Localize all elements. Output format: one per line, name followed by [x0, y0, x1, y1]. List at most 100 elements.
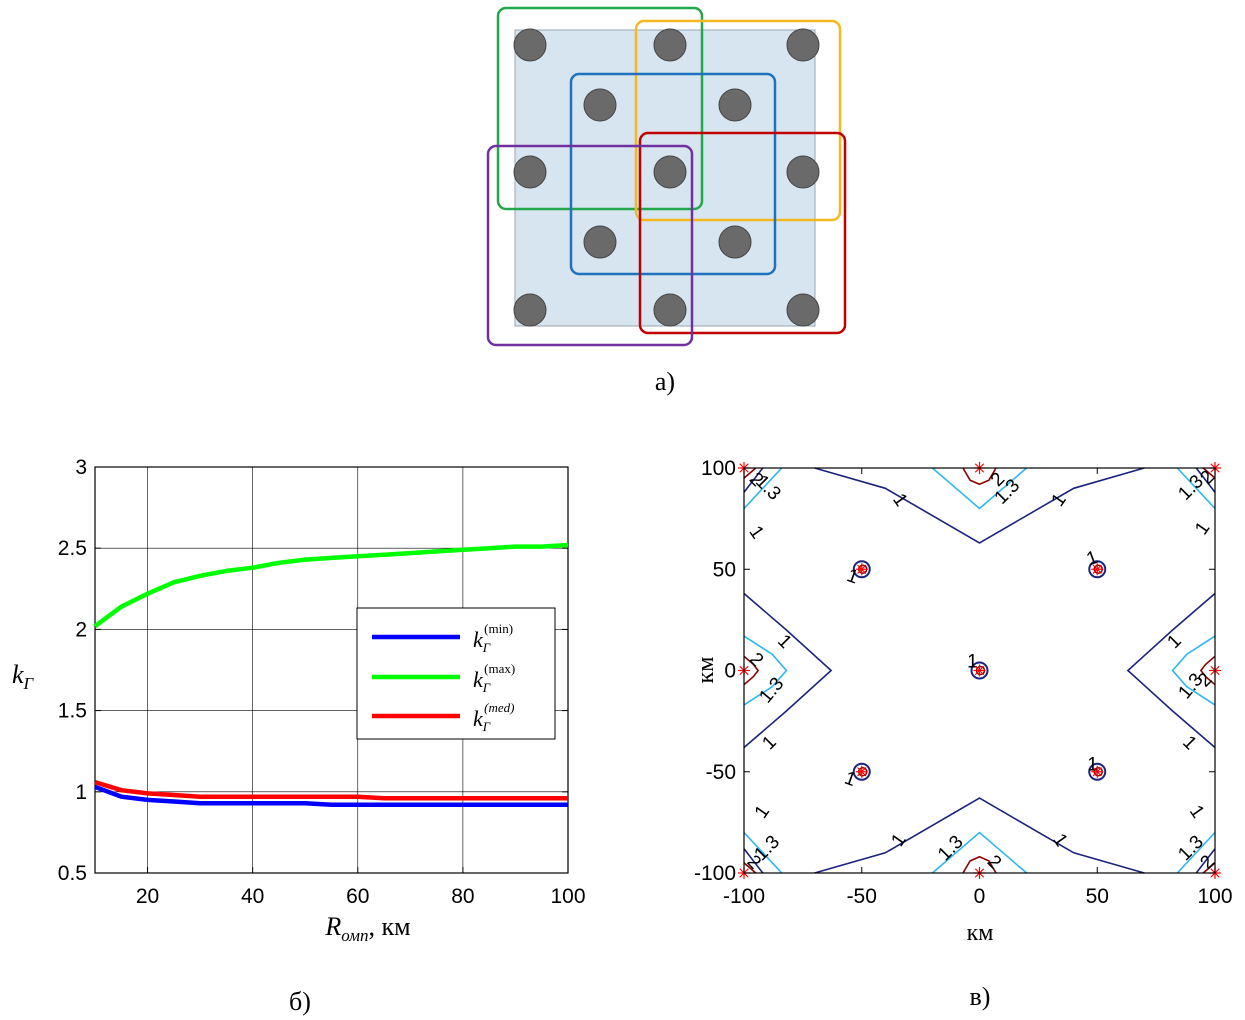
contour-1: [743, 467, 764, 493]
legend-label-min: kГ(min): [473, 621, 513, 655]
x-axis-label: км: [967, 920, 994, 946]
contour-label: 1: [745, 522, 768, 543]
contour-label: 1.3: [934, 832, 968, 866]
contour-1: [743, 592, 833, 749]
sensor-node: [513, 28, 547, 62]
sensor-layout-diagram: [486, 6, 847, 347]
line-chart-k: 20 40 60 80 100 0.5 1 1.5 2 2.5 3 kГ Rомп, км kГ(min)…: [12, 456, 586, 945]
y-axis-label: км: [693, 657, 719, 684]
station-marker: [1091, 563, 1104, 576]
contour-1-3: [931, 831, 1028, 874]
sensor-node: [653, 155, 687, 189]
contour-label: 1: [758, 732, 780, 754]
contour-1-3: [931, 467, 1028, 510]
station-marker: [973, 664, 986, 677]
contour-1: [814, 467, 1145, 544]
caption-a: а): [655, 367, 675, 396]
plot-frame: [743, 467, 1216, 874]
y-tick-label: -100: [694, 862, 736, 885]
frame-purple: [486, 144, 694, 347]
x-axis-label: Rомп, км: [324, 912, 410, 945]
contour-2: [743, 862, 757, 874]
frame-blue: [569, 72, 777, 276]
contour-label: 1: [773, 631, 795, 653]
contour-label: 1: [967, 651, 978, 672]
y-tick-label: 50: [713, 558, 736, 581]
x-tick-label: 100: [1197, 885, 1232, 908]
contour-label: 1: [1048, 830, 1071, 851]
x-tick-label: 50: [1086, 885, 1109, 908]
contour-map: -100 -50 0 50 100 -100 -50 0 50 100 1 1 1 1 1 1 1 1 1 1 1 1 1.…: [693, 457, 1233, 946]
y-tick-label: 2: [75, 618, 87, 641]
y-tick-label: -50: [706, 761, 736, 784]
station-marker: [855, 563, 868, 576]
sensor-node: [718, 225, 752, 259]
y-axis-label: kГ: [12, 660, 35, 693]
contour-label: 1: [1178, 732, 1200, 754]
contour-ring: [852, 762, 871, 781]
sensor-node: [786, 293, 820, 327]
contour-1: [743, 848, 764, 874]
sensor-node: [653, 28, 687, 62]
plot-frame: [94, 466, 569, 874]
caption-b: б): [289, 987, 311, 1016]
x-tick-label: 100: [550, 885, 585, 908]
x-tick-label: 20: [136, 885, 159, 908]
series-line-max: [93, 542, 569, 629]
sensor-node: [583, 225, 617, 259]
series-line-med: [94, 779, 568, 801]
contour-ring: [1088, 560, 1107, 579]
sensor-node: [786, 28, 820, 62]
station-marker: [855, 765, 868, 778]
contour-1-3: [1171, 635, 1216, 706]
caption-c: в): [970, 982, 991, 1011]
contour-label: 1: [751, 802, 774, 823]
contour-2: [743, 655, 760, 686]
contour-1-3: [743, 831, 783, 874]
station-marker: [1091, 765, 1104, 778]
sensor-node: [786, 155, 820, 189]
y-tick-label: 3: [75, 456, 87, 479]
contour-1: [1195, 848, 1216, 874]
contour-ring: [852, 560, 871, 579]
sensor-node: [583, 88, 617, 122]
y-tick-label: 1.5: [58, 700, 87, 723]
y-tick-label: 0.5: [58, 862, 87, 885]
contour-label: 1: [1084, 547, 1101, 570]
y-tick-label: 1: [75, 781, 87, 804]
contour-1: [1126, 592, 1216, 749]
contour-label: 1: [887, 830, 910, 851]
contour-label: 1.3: [755, 674, 788, 708]
contour-ring: [1088, 762, 1107, 781]
legend-label-max: kГ(max): [473, 661, 515, 695]
x-tick-label: 0: [974, 885, 986, 908]
contour-1-3: [743, 467, 783, 510]
contour-label: 1: [1185, 802, 1208, 823]
sensor-node: [718, 88, 752, 122]
contour-2: [1202, 467, 1216, 479]
y-tick-label: 100: [701, 457, 736, 480]
contour-label: 1: [1087, 755, 1098, 776]
legend-label-med: kГ(med): [473, 700, 515, 734]
contour-2: [1202, 862, 1216, 874]
sensor-node: [513, 155, 547, 189]
frame-yellow: [634, 19, 842, 222]
contour-2: [1199, 655, 1216, 686]
contour-1-3: [743, 635, 788, 706]
contour-2: [962, 467, 997, 486]
x-tick-label: 60: [346, 885, 369, 908]
y-tick-label: 0: [724, 660, 736, 683]
contour-1-3: [1176, 831, 1216, 874]
legend: kГ(min) kГ(max) kГ(med): [356, 607, 556, 740]
contour-1: [814, 797, 1145, 874]
y-tick-label: 2.5: [58, 537, 87, 560]
contour-2: [743, 467, 757, 479]
sensor-node: [513, 293, 547, 327]
sensor-node: [653, 293, 687, 327]
legend-box: [356, 607, 556, 740]
contour-label: 1: [1163, 631, 1185, 653]
contour-2: [962, 855, 997, 874]
x-tick-label: -100: [723, 885, 765, 908]
frame-red: [638, 131, 847, 335]
